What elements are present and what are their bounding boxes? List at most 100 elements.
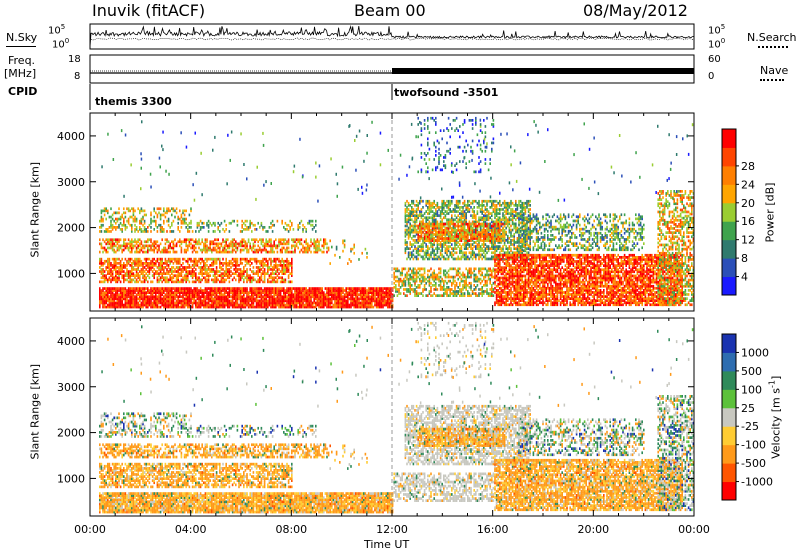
range-cell [159, 215, 162, 219]
range-cell [124, 226, 127, 229]
range-cell [342, 299, 344, 303]
range-cell [142, 303, 144, 307]
range-cell [145, 257, 147, 261]
range-cell [230, 250, 232, 254]
nsearch-tick-bottom: 100 [708, 37, 726, 51]
range-cell [201, 266, 203, 269]
range-cell [249, 280, 251, 284]
range-cell [227, 250, 229, 254]
range-cell [452, 224, 455, 228]
range-cell [268, 244, 271, 248]
range-cell [271, 301, 274, 305]
range-cell [427, 137, 429, 141]
range-cell [449, 210, 451, 213]
range-cell [291, 301, 293, 305]
range-cell [305, 303, 307, 307]
range-cell [433, 273, 435, 277]
range-cell [132, 287, 135, 290]
range-cell [236, 297, 239, 301]
range-cell [227, 270, 229, 273]
range-cell [415, 199, 418, 203]
range-cell [455, 220, 458, 224]
range-cell [367, 287, 370, 290]
range-cell [345, 301, 347, 305]
range-cell [300, 291, 303, 294]
range-cell [430, 208, 432, 211]
range-cell [287, 295, 290, 299]
range-cell [372, 287, 375, 290]
range-cell [161, 268, 163, 271]
range-cell [428, 231, 431, 234]
range-cell [417, 206, 419, 209]
range-cell [131, 238, 133, 242]
range-cell [225, 244, 227, 248]
range-cell [407, 284, 410, 287]
range-cell [223, 289, 226, 292]
range-cell [196, 303, 199, 307]
range-cell [435, 294, 437, 297]
range-cell [297, 228, 299, 231]
range-cell [302, 305, 304, 309]
range-cell [121, 274, 123, 277]
range-cell [161, 289, 163, 292]
range-cell [446, 251, 448, 255]
range-cell [460, 251, 463, 255]
range-cell [433, 269, 435, 273]
range-cell [259, 289, 261, 292]
range-cell [412, 228, 415, 232]
range-cell [116, 293, 119, 297]
range-cell [441, 243, 443, 246]
range-cell [465, 243, 467, 246]
range-cell [233, 238, 235, 242]
range-cell [411, 224, 413, 228]
range-cell [459, 199, 461, 203]
range-cell [454, 218, 456, 222]
range-cell [380, 299, 383, 303]
range-cell [422, 249, 424, 253]
range-cell [219, 246, 221, 250]
range-cell [99, 297, 101, 301]
range-cell [284, 268, 287, 271]
range-cell [407, 232, 410, 236]
range-cell [204, 244, 207, 248]
range-cell [310, 223, 312, 227]
range-cell [417, 123, 419, 126]
range-cell [435, 208, 437, 211]
range-cell [276, 289, 279, 292]
range-cell [209, 274, 211, 277]
range-cell [403, 267, 405, 271]
range-cell [225, 301, 227, 305]
range-cell [113, 295, 115, 299]
range-cell [203, 246, 205, 250]
range-cell [129, 278, 131, 282]
range-cell [260, 240, 263, 244]
range-cell [182, 257, 184, 261]
range-cell [131, 287, 133, 290]
range-cell [108, 238, 111, 242]
range-cell [131, 240, 133, 244]
range-cell [126, 270, 128, 273]
range-cell [444, 204, 447, 207]
range-cell [270, 280, 272, 284]
range-cell [428, 241, 431, 244]
range-cell [443, 255, 445, 259]
range-cell [331, 297, 333, 301]
range-cell [286, 257, 288, 261]
range-cell [238, 293, 240, 297]
range-cell [404, 281, 407, 285]
range-cell [259, 268, 261, 271]
range-cell [172, 266, 175, 269]
range-cell [100, 242, 103, 246]
range-cell [444, 229, 447, 232]
range-cell [209, 221, 211, 225]
range-cell [439, 267, 442, 271]
range-cell [307, 291, 309, 294]
range-cell [422, 273, 424, 277]
range-cell [455, 199, 458, 203]
range-cell [265, 295, 267, 299]
range-cell [300, 289, 303, 292]
range-cell [430, 216, 432, 220]
range-cell [123, 264, 125, 267]
range-cell [286, 268, 288, 271]
range-cell [334, 301, 336, 305]
